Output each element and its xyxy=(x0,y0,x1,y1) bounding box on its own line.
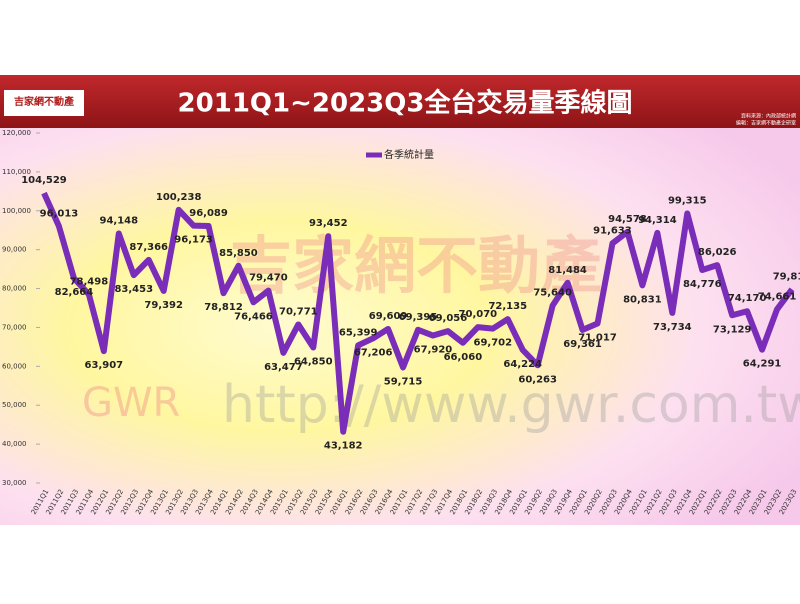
data-label: 43,182 xyxy=(324,441,363,452)
data-label: 79,392 xyxy=(144,300,183,311)
y-tick-label: 70,000 xyxy=(2,323,27,331)
data-label: 63,477 xyxy=(264,362,303,373)
data-label: 87,366 xyxy=(129,242,168,253)
data-label: 59,715 xyxy=(384,376,423,387)
y-tick-label: 50,000 xyxy=(2,401,27,409)
data-label: 96,173 xyxy=(174,235,213,246)
data-label: 82,664 xyxy=(55,287,94,298)
data-label: 64,291 xyxy=(743,359,782,370)
data-label: 86,026 xyxy=(698,247,737,258)
data-label: 79,470 xyxy=(249,273,288,284)
data-label: 94,148 xyxy=(100,216,139,227)
data-label: 69,361 xyxy=(563,339,602,350)
chart-title: 2011Q1~2023Q3全台交易量季線圖 xyxy=(178,88,633,119)
series-line xyxy=(41,191,795,435)
data-label: 69,056 xyxy=(429,313,468,324)
y-tick-label: 100,000 xyxy=(2,207,31,215)
data-label: 65,399 xyxy=(339,327,378,338)
data-label: 66,060 xyxy=(444,352,483,363)
watermark-name: 吉家網不動產 xyxy=(230,229,602,302)
data-label: 70,771 xyxy=(279,306,318,317)
data-label: 69,395 xyxy=(399,312,438,323)
watermark-url: http://www.gwr.com.tw xyxy=(222,375,800,435)
data-label: 93,452 xyxy=(309,218,348,229)
data-label: 64,224 xyxy=(503,359,542,370)
data-label: 78,812 xyxy=(204,302,243,313)
y-tick-label: 40,000 xyxy=(2,440,27,448)
data-label: 60,263 xyxy=(518,374,557,385)
data-label: 81,484 xyxy=(548,265,587,276)
y-tick-label: 60,000 xyxy=(2,362,27,370)
data-label: 73,734 xyxy=(653,322,692,333)
data-label: 70,070 xyxy=(459,309,498,320)
data-label: 76,466 xyxy=(234,311,273,322)
data-label: 69,609 xyxy=(369,311,408,322)
y-tick-label: 80,000 xyxy=(2,285,27,293)
data-label: 67,206 xyxy=(354,347,393,358)
y-tick-label: 30,000 xyxy=(2,479,27,487)
plot-background xyxy=(0,128,800,525)
header-band xyxy=(0,75,800,128)
logo-box xyxy=(4,90,84,116)
watermark-brand: GWR xyxy=(82,380,180,426)
data-label: 63,907 xyxy=(85,360,124,371)
data-label: 71,017 xyxy=(578,332,617,343)
data-label: 67,920 xyxy=(414,345,453,356)
data-label: 79,812 xyxy=(773,271,800,282)
data-label: 96,013 xyxy=(40,208,79,219)
data-label: 100,238 xyxy=(156,192,202,203)
data-label: 80,831 xyxy=(623,294,662,305)
y-tick-label: 110,000 xyxy=(2,168,31,176)
data-label: 78,498 xyxy=(70,276,109,287)
data-label: 94,314 xyxy=(638,215,677,226)
data-label: 85,850 xyxy=(219,248,258,259)
source: 資料來源：內政部統計網 xyxy=(741,113,796,120)
editor: 編輯：吉家網不動產企研室 xyxy=(736,120,796,127)
data-label: 75,640 xyxy=(533,288,572,299)
logo: 吉家網不動產 xyxy=(14,95,74,108)
data-label: 73,129 xyxy=(713,324,752,335)
data-label: 69,702 xyxy=(474,338,513,349)
legend-label: 各季統計量 xyxy=(384,148,434,161)
data-label: 96,089 xyxy=(189,208,228,219)
data-label: 94,578 xyxy=(608,214,647,225)
data-label: 83,453 xyxy=(114,284,153,295)
data-label: 64,850 xyxy=(294,356,333,367)
data-label: 74,170 xyxy=(728,293,767,304)
y-tick-label: 120,000 xyxy=(2,129,31,137)
data-label: 99,315 xyxy=(668,195,707,206)
data-label: 74,661 xyxy=(758,291,797,302)
y-tick-label: 90,000 xyxy=(2,246,27,254)
data-label: 72,135 xyxy=(488,301,527,312)
data-label: 91,633 xyxy=(593,225,632,236)
data-label: 84,776 xyxy=(683,279,722,290)
data-label: 104,529 xyxy=(21,175,67,186)
